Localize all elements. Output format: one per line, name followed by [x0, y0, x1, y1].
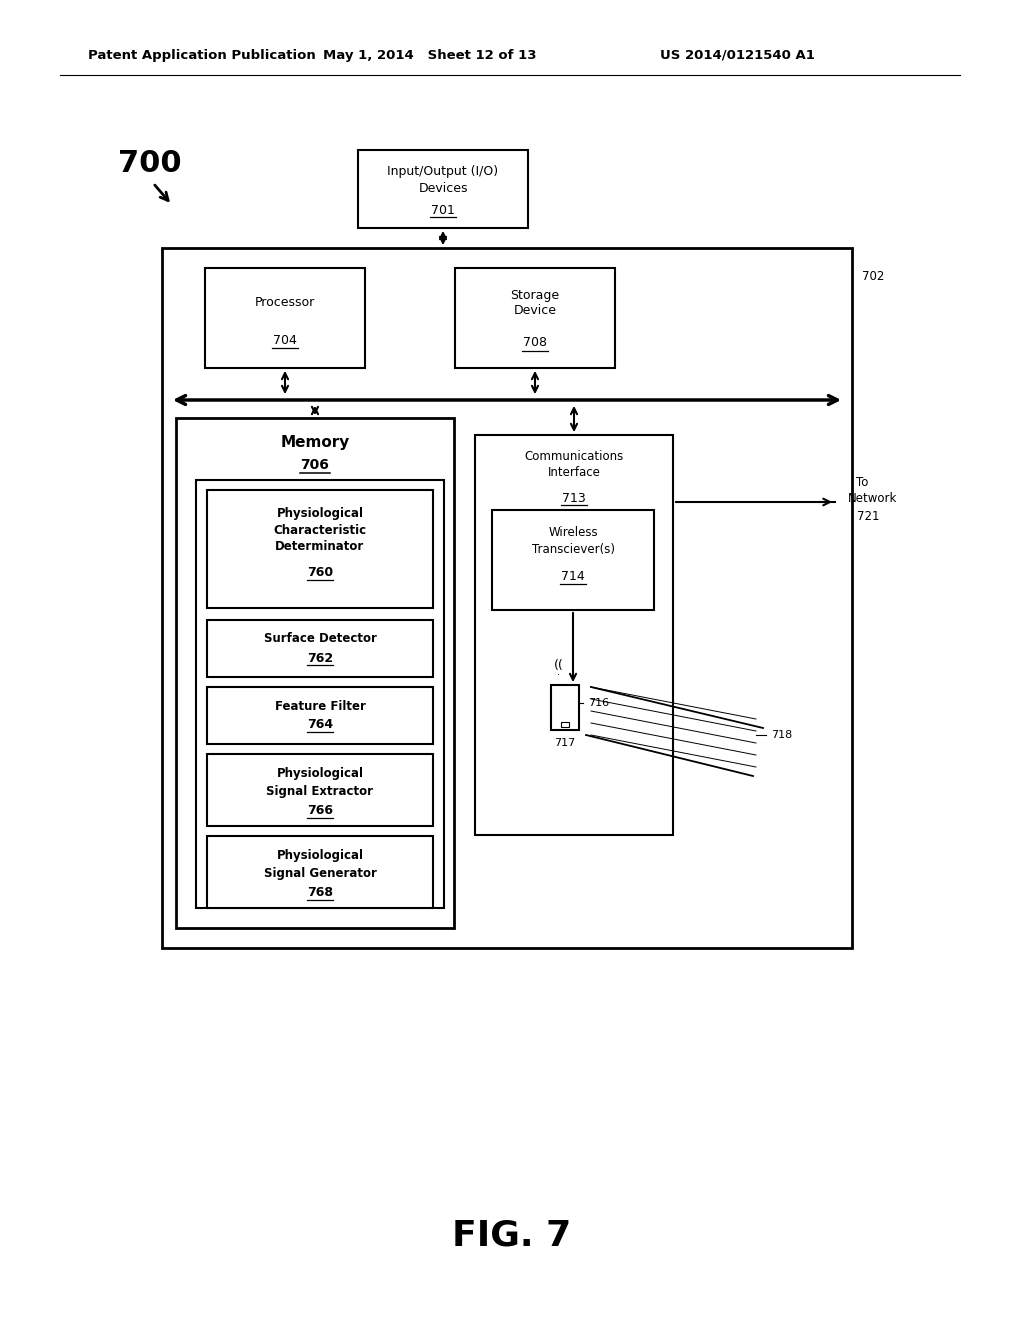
- Text: Determinator: Determinator: [275, 540, 365, 553]
- Text: 701: 701: [431, 203, 455, 216]
- Text: 768: 768: [307, 887, 333, 899]
- Bar: [455, 268, 615, 368]
- Text: 708: 708: [523, 337, 547, 350]
- Text: 704: 704: [273, 334, 297, 346]
- Text: 706: 706: [301, 458, 330, 473]
- Text: 702: 702: [862, 269, 885, 282]
- Text: Input/Output (I/O): Input/Output (I/O): [387, 165, 499, 178]
- Bar: [358, 150, 528, 228]
- Text: 718: 718: [771, 730, 793, 741]
- Bar: [207, 490, 433, 609]
- Text: To: To: [856, 475, 868, 488]
- Text: Physiological: Physiological: [276, 507, 364, 520]
- Text: US 2014/0121540 A1: US 2014/0121540 A1: [660, 49, 815, 62]
- Bar: [492, 510, 654, 610]
- Bar: [551, 685, 579, 730]
- Text: 721: 721: [857, 510, 880, 523]
- Bar: [207, 686, 433, 744]
- Text: 764: 764: [307, 718, 333, 731]
- Text: 766: 766: [307, 804, 333, 817]
- Text: Physiological: Physiological: [276, 850, 364, 862]
- Polygon shape: [586, 686, 766, 777]
- Text: Interface: Interface: [548, 466, 600, 479]
- Text: 716: 716: [588, 698, 609, 708]
- Text: Transciever(s): Transciever(s): [531, 543, 614, 556]
- Text: ·: ·: [557, 671, 560, 680]
- Bar: [162, 248, 852, 948]
- Text: Communications: Communications: [524, 450, 624, 463]
- Text: Processor: Processor: [255, 296, 315, 309]
- Text: Device: Device: [513, 305, 556, 318]
- Text: 714: 714: [561, 570, 585, 583]
- Text: Network: Network: [848, 491, 897, 504]
- Text: 762: 762: [307, 652, 333, 664]
- Text: 717: 717: [554, 738, 575, 748]
- Bar: [176, 418, 454, 928]
- Text: 760: 760: [307, 565, 333, 578]
- Bar: [207, 754, 433, 826]
- Text: May 1, 2014   Sheet 12 of 13: May 1, 2014 Sheet 12 of 13: [324, 49, 537, 62]
- Bar: [561, 722, 569, 727]
- Text: Signal Generator: Signal Generator: [263, 866, 377, 879]
- Text: Physiological: Physiological: [276, 767, 364, 780]
- Text: Memory: Memory: [281, 434, 349, 450]
- Bar: [475, 436, 673, 836]
- Text: Wireless: Wireless: [548, 525, 598, 539]
- Text: FIG. 7: FIG. 7: [453, 1218, 571, 1251]
- Text: Patent Application Publication: Patent Application Publication: [88, 49, 315, 62]
- Text: 713: 713: [562, 491, 586, 504]
- Text: Surface Detector: Surface Detector: [263, 632, 377, 645]
- Text: Storage: Storage: [510, 289, 559, 301]
- Text: Characteristic: Characteristic: [273, 524, 367, 536]
- Text: ((: ((: [554, 659, 564, 672]
- Bar: [196, 480, 444, 908]
- Bar: [205, 268, 365, 368]
- Text: 700: 700: [118, 149, 181, 177]
- Bar: [207, 620, 433, 677]
- Bar: [207, 836, 433, 908]
- Text: Feature Filter: Feature Filter: [274, 700, 366, 713]
- Text: Devices: Devices: [418, 182, 468, 195]
- Text: Signal Extractor: Signal Extractor: [266, 784, 374, 797]
